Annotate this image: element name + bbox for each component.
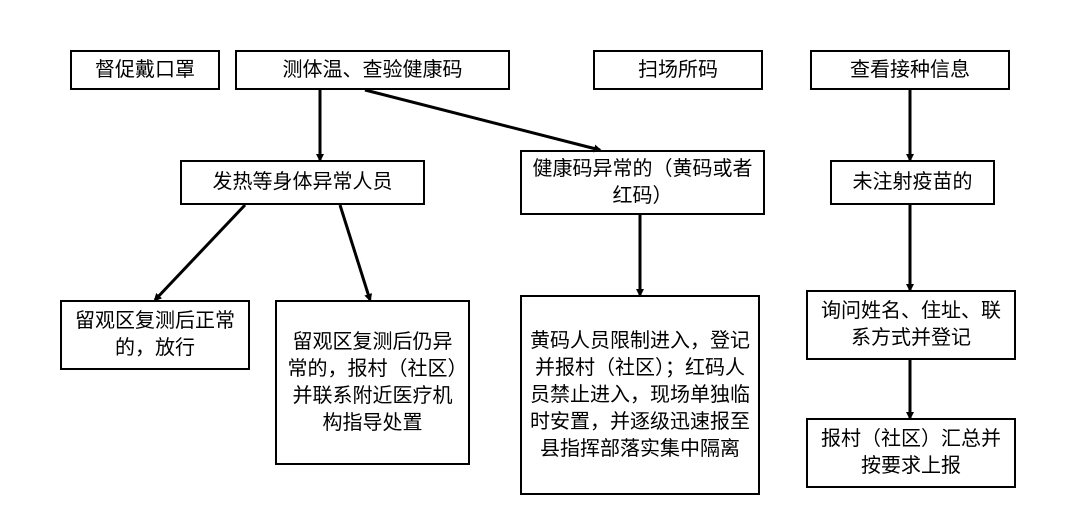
node-health-code: 健康码异常的（黄码或者红码） — [520, 150, 765, 215]
node-top-vaccine: 查看接种信息 — [810, 50, 1010, 90]
edge-fever-to-retest_ok — [155, 205, 245, 300]
node-label: 发热等身体异常人员 — [213, 169, 393, 196]
node-fever: 发热等身体异常人员 — [180, 160, 425, 205]
node-label: 留观区复测后正常的，放行 — [70, 308, 240, 362]
node-label: 未注射疫苗的 — [853, 169, 973, 196]
node-label: 测体温、查验健康码 — [283, 57, 463, 84]
node-retest-ok: 留观区复测后正常的，放行 — [60, 300, 250, 370]
node-top-temp: 测体温、查验健康码 — [235, 50, 510, 90]
node-retest-bad: 留观区复测后仍异常的，报村（社区）并联系附近医疗机构指导处置 — [275, 300, 470, 465]
node-label: 扫场所码 — [638, 57, 718, 84]
node-report-village: 报村（社区）汇总并按要求上报 — [806, 418, 1016, 488]
node-label: 报村（社区）汇总并按要求上报 — [816, 426, 1006, 480]
edge-top_temp-to-health_code — [365, 90, 600, 150]
node-ask-info: 询问姓名、住址、联系方式并登记 — [806, 290, 1016, 360]
node-label: 督促戴口罩 — [95, 57, 195, 84]
node-top-mask: 督促戴口罩 — [70, 50, 220, 90]
node-label: 询问姓名、住址、联系方式并登记 — [816, 298, 1006, 352]
node-code-action: 黄码人员限制进入，登记并报村（社区）；红码人员禁止进入，现场单独临时安置，并逐级… — [520, 295, 760, 495]
node-label: 黄码人员限制进入，登记并报村（社区）；红码人员禁止进入，现场单独临时安置，并逐级… — [530, 328, 750, 463]
node-label: 健康码异常的（黄码或者红码） — [530, 156, 755, 210]
edge-fever-to-retest_bad — [340, 205, 370, 300]
node-label: 留观区复测后仍异常的，报村（社区）并联系附近医疗机构指导处置 — [285, 329, 460, 437]
node-top-scan: 扫场所码 — [593, 50, 763, 90]
node-no-vaccine: 未注射疫苗的 — [830, 160, 995, 205]
node-label: 查看接种信息 — [850, 57, 970, 84]
